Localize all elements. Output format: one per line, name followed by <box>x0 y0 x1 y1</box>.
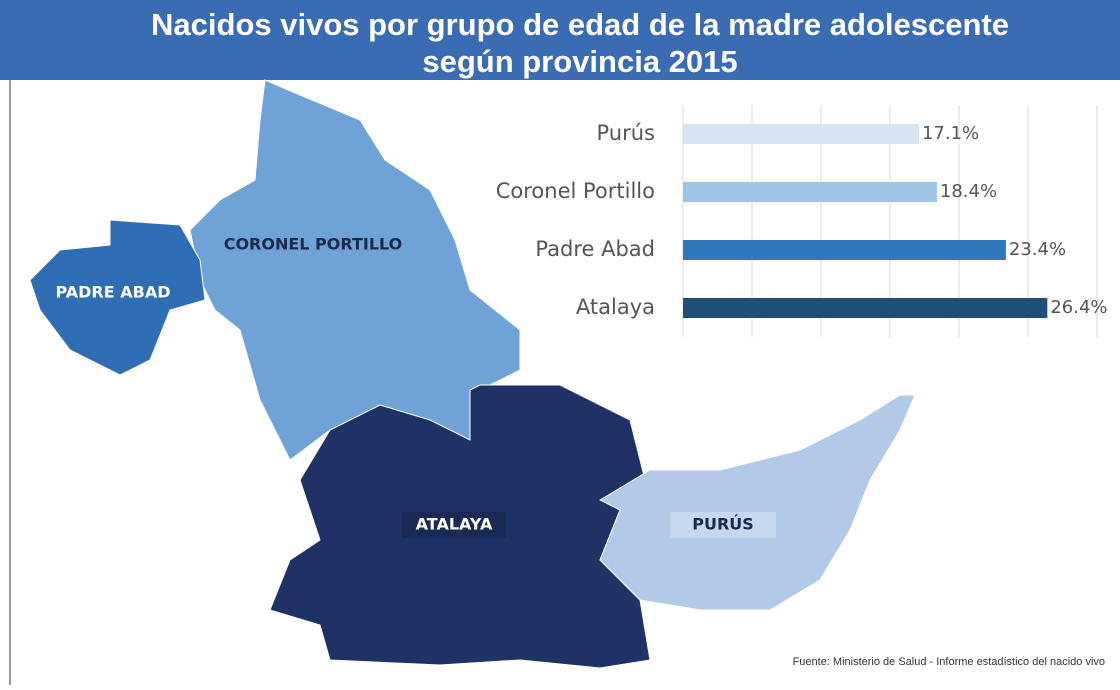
value-label: 23.4% <box>1009 239 1066 260</box>
bar <box>683 124 919 144</box>
bar-chart: Purús 17.1% Coronel Portillo 18.4% Padre Aba… <box>496 105 1108 337</box>
region-label: PADRE ABAD <box>56 283 171 302</box>
region-label: CORONEL PORTILLO <box>224 235 403 254</box>
value-label: 17.1% <box>922 123 979 144</box>
region-padre-abad <box>29 219 206 376</box>
bar <box>683 182 937 202</box>
category-label: Padre Abad <box>535 237 655 261</box>
title-line: según provincia 2015 <box>422 44 737 79</box>
value-label: 26.4% <box>1050 297 1107 318</box>
value-label: 18.4% <box>940 181 997 202</box>
source: Fuente: Ministerio de Salud - Informe es… <box>793 656 1105 668</box>
bar <box>683 240 1006 260</box>
region-label: PURÚS <box>692 515 754 534</box>
category-label: Purús <box>597 121 656 145</box>
region-purus <box>598 394 916 611</box>
category-label: Coronel Portillo <box>496 179 655 203</box>
title-bar <box>0 0 1120 80</box>
bar <box>683 298 1048 318</box>
title-line: Nacidos vivos por grupo de edad de la ma… <box>151 7 1009 42</box>
category-label: Atalaya <box>576 295 655 319</box>
region-label: ATALAYA <box>416 515 493 534</box>
label-bg <box>402 512 506 538</box>
label-bg <box>670 512 776 538</box>
